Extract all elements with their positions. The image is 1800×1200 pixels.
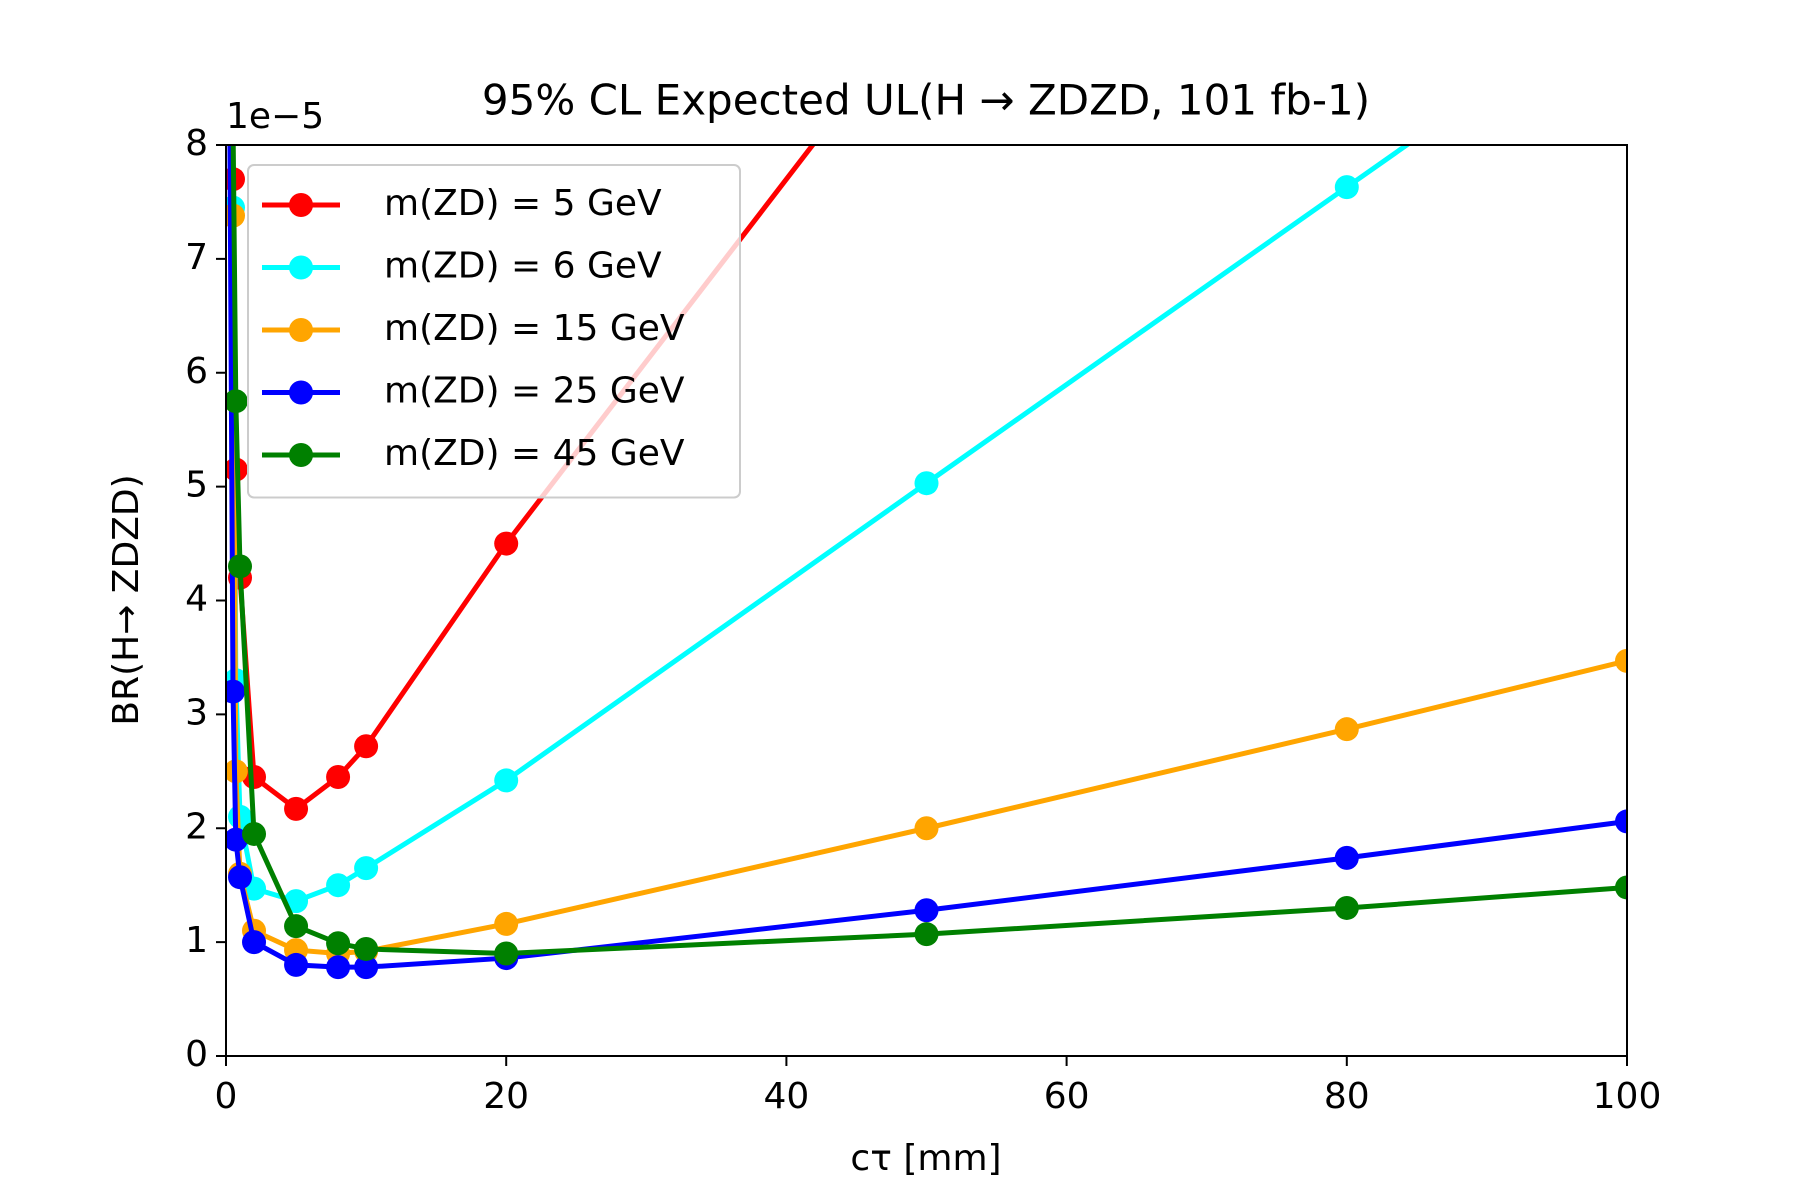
y-axis-label: BR(H→ ZDZD) — [106, 474, 147, 725]
x-tick-label: 100 — [1593, 1076, 1662, 1117]
legend: m(ZD) = 5 GeV m(ZD) = 6 GeV m(ZD) = 15 GeV… — [247, 164, 741, 499]
data-point — [1615, 648, 1627, 673]
y-tick-label: 0 — [185, 1034, 208, 1075]
y-tick-label: 6 — [185, 351, 208, 392]
data-point — [284, 914, 309, 939]
data-point — [228, 554, 253, 579]
x-tick-label: 60 — [1044, 1076, 1090, 1117]
data-point — [326, 873, 351, 898]
data-point — [326, 765, 351, 790]
data-point — [1615, 875, 1627, 900]
legend-marker — [289, 193, 313, 217]
data-point — [914, 922, 939, 947]
x-tick-label: 80 — [1324, 1076, 1370, 1117]
legend-marker — [289, 380, 313, 405]
y-tick-label: 5 — [185, 465, 208, 506]
data-point — [326, 955, 351, 980]
y-tick-label: 1 — [185, 920, 208, 961]
legend-label: m(ZD) = 15 GeV — [384, 308, 685, 349]
data-point — [242, 821, 267, 846]
data-point — [1615, 0, 1639, 2]
chart-title: 95% CL Expected UL(H → ZDZD, 101 fb-1) — [482, 76, 1370, 125]
y-tick-label: 7 — [185, 237, 208, 278]
y-tick-label: 3 — [185, 692, 208, 733]
legend-label: m(ZD) = 5 GeV — [384, 183, 662, 224]
data-point — [228, 865, 253, 890]
y-offset-label: 1e−5 — [226, 96, 324, 137]
data-point — [226, 389, 248, 414]
axes-frame — [225, 144, 1628, 1057]
legend-label: m(ZD) = 6 GeV — [384, 246, 662, 287]
data-point — [494, 911, 519, 936]
data-point — [494, 941, 519, 966]
data-point — [1334, 717, 1359, 742]
plot-area — [226, 0, 1639, 980]
legend-label: m(ZD) = 25 GeV — [384, 371, 685, 412]
data-point — [242, 765, 267, 790]
data-point — [1615, 809, 1627, 834]
data-point — [494, 768, 519, 793]
legend-marker — [289, 255, 313, 280]
data-point — [1334, 895, 1359, 920]
data-point — [494, 531, 519, 556]
data-point — [1334, 845, 1359, 870]
y-tick-label: 8 — [185, 123, 208, 164]
data-point — [915, 0, 939, 9]
data-point — [354, 856, 379, 881]
legend-marker — [289, 318, 313, 342]
axes: 0 20 40 60 80 100 0 1 2 3 4 5 6 7 8 — [185, 123, 1661, 1117]
data-point — [326, 931, 351, 956]
data-point — [354, 734, 379, 759]
data-point — [284, 952, 309, 977]
legend-marker — [289, 443, 313, 467]
legend-box — [247, 164, 741, 499]
series-line — [227, 145, 1627, 970]
data-point — [354, 955, 379, 980]
data-point — [242, 930, 267, 955]
data-point — [914, 898, 939, 923]
x-tick-label: 40 — [763, 1076, 809, 1117]
data-point — [226, 679, 246, 704]
data-point — [1334, 175, 1359, 200]
x-tick-label: 0 — [215, 1076, 238, 1117]
data-point — [914, 816, 939, 841]
legend-label: m(ZD) = 45 GeV — [384, 433, 685, 474]
series-line — [230, 145, 1627, 957]
x-axis-label: cτ [mm] — [850, 1138, 1001, 1179]
y-tick-label: 4 — [185, 579, 208, 620]
data-point — [354, 936, 379, 961]
data-point — [914, 471, 939, 496]
y-tick-label: 2 — [185, 806, 208, 847]
x-tick-label: 20 — [483, 1076, 529, 1117]
data-point — [284, 796, 309, 821]
